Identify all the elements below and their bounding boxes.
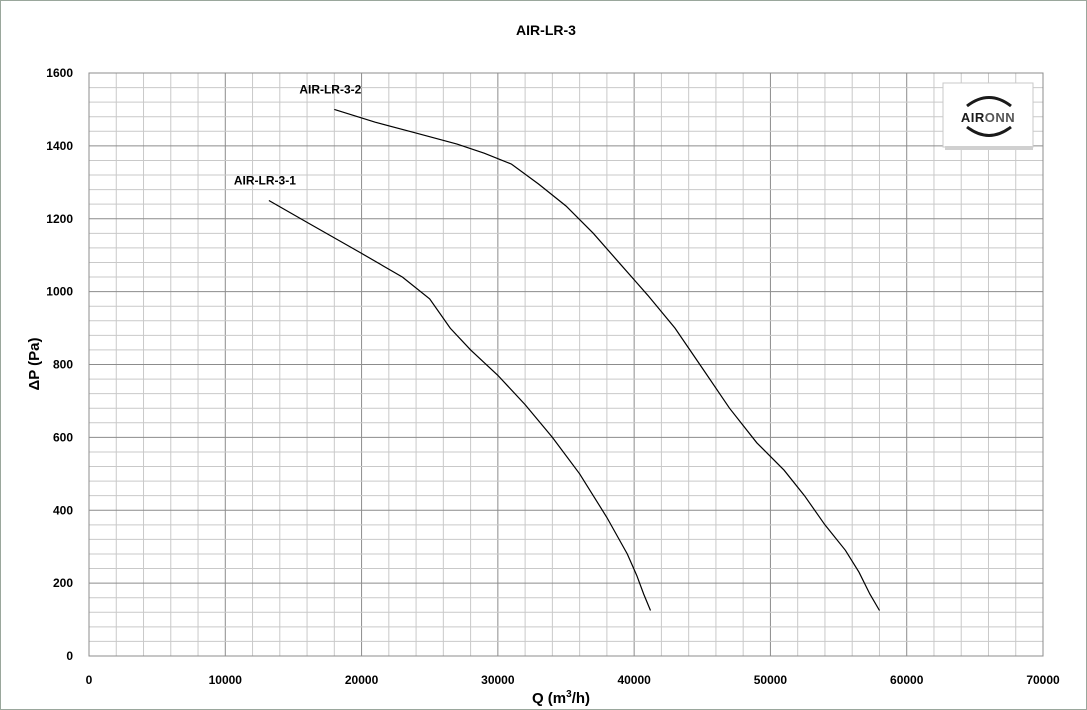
y-axis-title: ΔP (Pa)	[26, 337, 43, 390]
x-tick-label: 0	[86, 673, 93, 687]
x-tick-label: 10000	[209, 673, 243, 687]
y-tick-label: 1400	[46, 139, 73, 153]
logo-text-onn: ONN	[985, 110, 1015, 125]
chart-grid	[88, 72, 1044, 657]
plot-area-border	[88, 72, 1044, 657]
chart-ticks: 0 10000 20000 30000 40000 50000 60000 70000 0 200…	[46, 66, 1060, 687]
x-tick-label: 70000	[1026, 673, 1060, 687]
y-tick-label: 200	[53, 576, 73, 590]
aironn-logo: AIRONN	[942, 82, 1034, 150]
x-tick-label: 40000	[617, 673, 651, 687]
logo-arc-bottom-icon	[966, 125, 1012, 137]
y-tick-label: 800	[53, 358, 73, 372]
logo-text-air: AIR	[961, 110, 985, 125]
y-tick-label: 0	[66, 649, 73, 663]
y-tick-label: 1200	[46, 212, 73, 226]
x-axis-title: Q (m3/h)	[532, 689, 590, 707]
y-tick-label: 400	[53, 503, 73, 517]
series-line	[268, 199, 652, 611]
chart-title: AIR-LR-3	[516, 22, 576, 38]
x-tick-label: 20000	[345, 673, 379, 687]
x-tick-label: 60000	[890, 673, 924, 687]
chart-series: AIR-LR-3-1 AIR-LR-3-2	[234, 82, 881, 611]
series-label: AIR-LR-3-2	[299, 82, 361, 96]
logo-arc-top-icon	[966, 96, 1012, 108]
y-tick-label: 600	[53, 430, 73, 444]
y-tick-label: 1000	[46, 285, 73, 299]
x-tick-label: 30000	[481, 673, 515, 687]
series-line	[334, 108, 881, 611]
svg-text:AIRONN: AIRONN	[961, 110, 1015, 125]
x-tick-label: 50000	[754, 673, 788, 687]
series-label: AIR-LR-3-1	[234, 174, 296, 188]
y-tick-label: 1600	[46, 66, 73, 80]
